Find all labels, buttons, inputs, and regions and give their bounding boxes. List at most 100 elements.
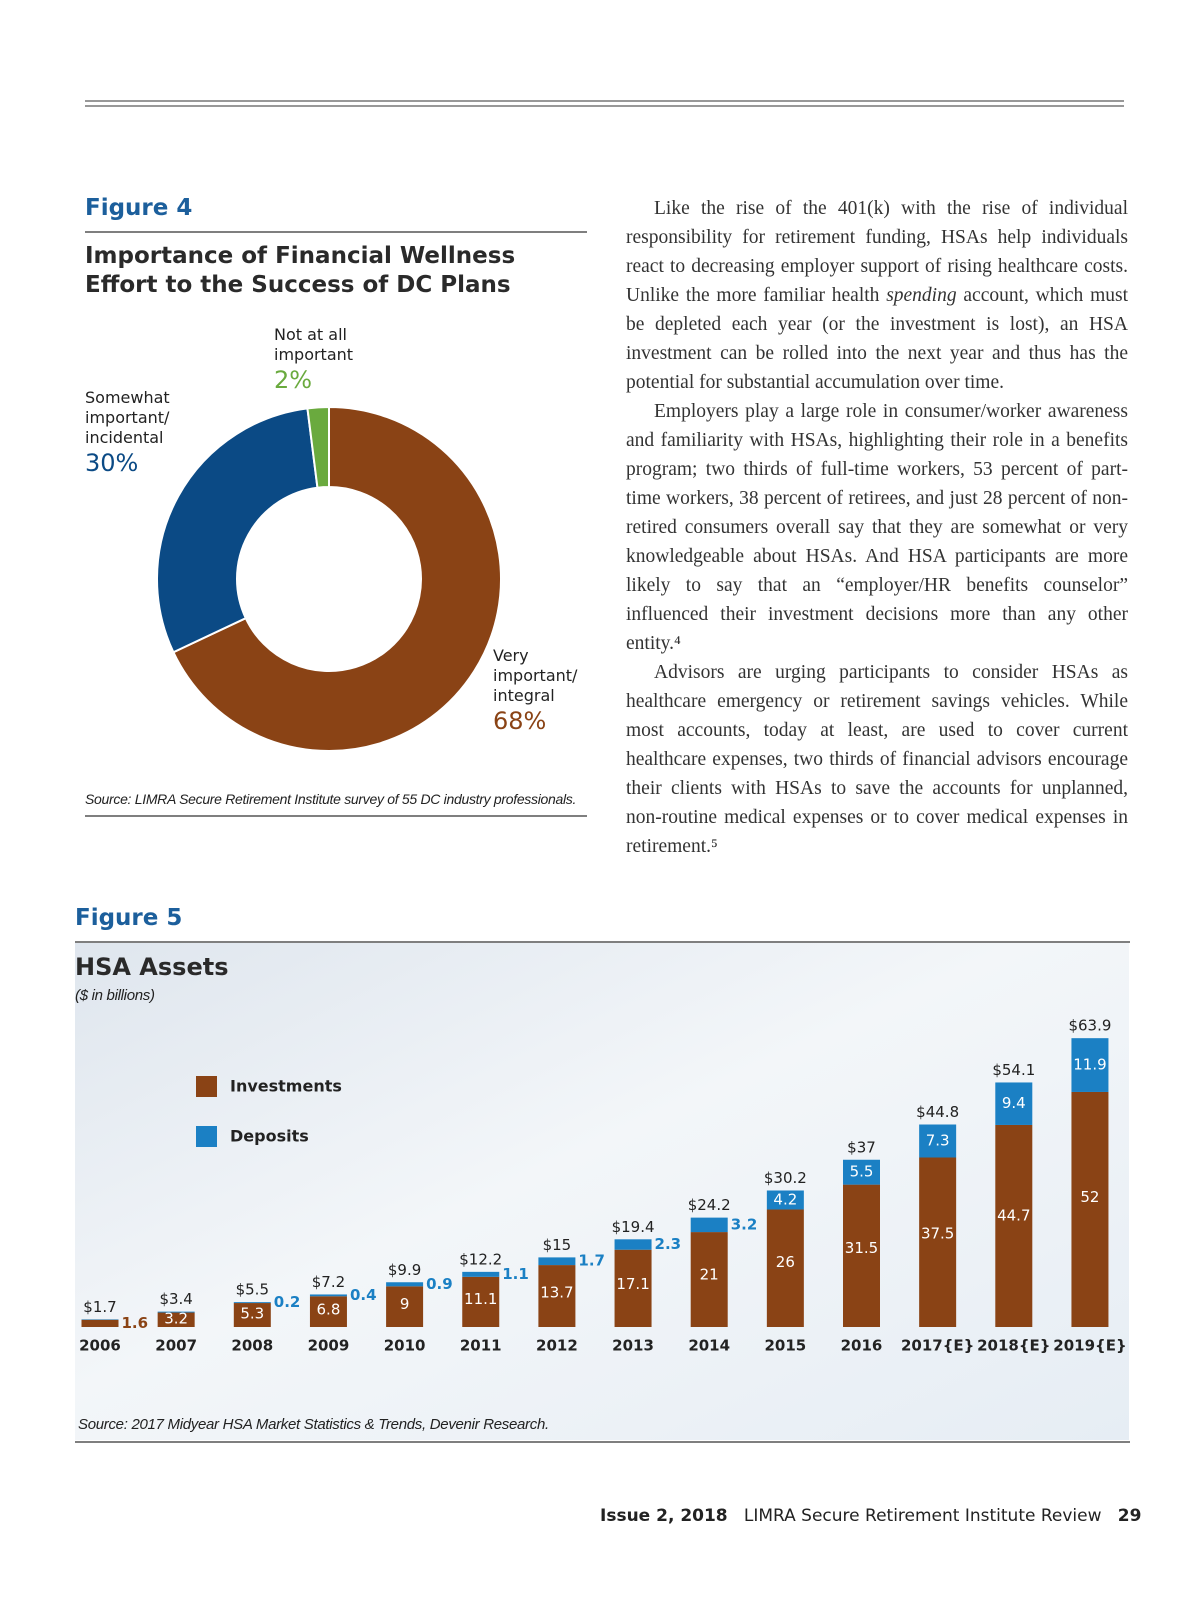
data-label: 9 (400, 1295, 410, 1313)
segment-label: Not at all important 2% (274, 325, 374, 395)
bar-segment (690, 1232, 728, 1327)
bar-segment (157, 1312, 195, 1327)
segment-label: Very important/ integral 68% (493, 646, 598, 736)
bar-segment (919, 1124, 957, 1158)
bar-segment (157, 1311, 195, 1313)
total-label: $24.2 (688, 1196, 731, 1214)
x-tick-label: 2007 (155, 1337, 197, 1355)
bar-segment (462, 1276, 500, 1327)
x-tick-label: 2008 (231, 1337, 273, 1355)
paragraph: Employers play a large role in consumer/… (626, 397, 1128, 658)
category: Very important/ integral (493, 646, 578, 705)
x-tick-label: 2010 (384, 1337, 426, 1355)
data-label: 13.7 (540, 1283, 573, 1301)
data-label: 6.8 (317, 1301, 341, 1319)
text-run: Advisors are urging participants to cons… (626, 662, 1128, 857)
bar-segment (233, 1303, 271, 1327)
total-label: $12.2 (459, 1250, 502, 1268)
donut-segment (172, 405, 502, 752)
legend-swatch (196, 1126, 217, 1147)
photo-background (75, 943, 1129, 1440)
total-label: $9.9 (388, 1261, 421, 1279)
paragraph: Like the rise of the 401(k) with the ris… (626, 194, 1128, 397)
total-label: $5.5 (236, 1281, 269, 1299)
x-tick-label: 2015 (764, 1337, 806, 1355)
bar-segment (919, 1157, 957, 1327)
figure-label: Figure 4 (85, 195, 193, 221)
data-label: 17.1 (616, 1275, 649, 1293)
data-label: 52 (1080, 1188, 1099, 1206)
total-label: $63.9 (1068, 1017, 1111, 1035)
bar-segment (309, 1296, 347, 1327)
x-tick-label: 2013 (612, 1337, 654, 1355)
chart-title: Importance of Financial Wellness Effort … (85, 243, 516, 298)
data-label: 11.1 (464, 1290, 497, 1308)
body-text: Like the rise of the 401(k) with the ris… (626, 194, 1128, 861)
source: Source: LIMRA Secure Retirement Institut… (85, 791, 577, 807)
x-tick-label: 2009 (308, 1337, 350, 1355)
donut-segment (156, 407, 319, 654)
x-tick-label: 2011 (460, 1337, 502, 1355)
publication: LIMRA Secure Retirement Institute Review (743, 1506, 1102, 1526)
data-label: 5.5 (850, 1163, 874, 1181)
total-label: $30.2 (764, 1169, 807, 1187)
x-tick-label: 2018{E} (977, 1337, 1050, 1355)
x-tick-label: 2014 (688, 1337, 730, 1355)
chart-title: HSA Assets (75, 953, 229, 981)
category: Not at all important (274, 325, 354, 364)
text-run: Like the rise of the 401(k) with the ris… (626, 198, 1128, 306)
bar-segment (81, 1319, 119, 1327)
page-number: 29 (1117, 1506, 1142, 1526)
legend-label: Deposits (230, 1127, 309, 1146)
bar-segment (386, 1282, 424, 1287)
data-label: 5.3 (240, 1304, 264, 1322)
value-label: 2% (274, 366, 313, 394)
bar-segment (1071, 1038, 1109, 1092)
data-label: 0.4 (350, 1286, 377, 1304)
data-label: 4.2 (773, 1190, 797, 1208)
bar-segment (843, 1159, 880, 1185)
text-run: spending (886, 285, 957, 306)
data-label: 31.5 (845, 1239, 878, 1257)
data-label: 3.2 (731, 1215, 758, 1233)
data-label: 44.7 (997, 1206, 1030, 1224)
total-label: $3.4 (159, 1290, 192, 1308)
bar-segment (1071, 1091, 1109, 1327)
donut-chart (156, 405, 502, 752)
bar-segment (766, 1209, 804, 1327)
total-label: $7.2 (312, 1273, 345, 1291)
bar-segment (690, 1217, 728, 1233)
total-label: $1.7 (83, 1298, 116, 1316)
chart-subtitle: ($ in billions) (75, 987, 155, 1004)
bar-segment (843, 1184, 880, 1327)
total-label: $37 (847, 1138, 876, 1156)
bar-segment (538, 1265, 576, 1327)
legend-swatch (196, 1076, 217, 1097)
x-tick-label: 2012 (536, 1337, 578, 1355)
data-label: 2.3 (655, 1235, 682, 1253)
data-label: 1.6 (122, 1314, 149, 1332)
total-label: $44.8 (916, 1103, 959, 1121)
bar-segment (386, 1286, 424, 1327)
bar-segment (538, 1257, 576, 1266)
bar-segment (462, 1271, 500, 1277)
bar-segment (309, 1294, 347, 1297)
data-label: 1.7 (578, 1252, 605, 1270)
data-label: 37.5 (921, 1224, 954, 1242)
x-tick-label: 2017{E} (901, 1337, 974, 1355)
bar-chart: 1.6 $1.7 2006 3.2 $3.4 2007 5.3 0.2 $5.5 2008 6.8 0… (79, 1017, 1127, 1355)
x-tick-label: 2019{E} (1053, 1337, 1126, 1355)
value-label: 68% (493, 707, 547, 735)
x-tick-label: 2016 (841, 1337, 883, 1355)
data-label: 7.3 (926, 1132, 950, 1150)
data-label: 26 (776, 1253, 795, 1271)
text-run: Employers play a large role in consumer/… (626, 401, 1128, 654)
data-label: 1.1 (502, 1265, 529, 1283)
bar-segment (614, 1249, 652, 1327)
issue: Issue 2, 2018 (600, 1506, 728, 1526)
total-label: $19.4 (612, 1218, 655, 1236)
category: Somewhat important/ incidental (85, 388, 170, 447)
value-label: 30% (85, 449, 139, 477)
donut-segment (306, 405, 330, 489)
